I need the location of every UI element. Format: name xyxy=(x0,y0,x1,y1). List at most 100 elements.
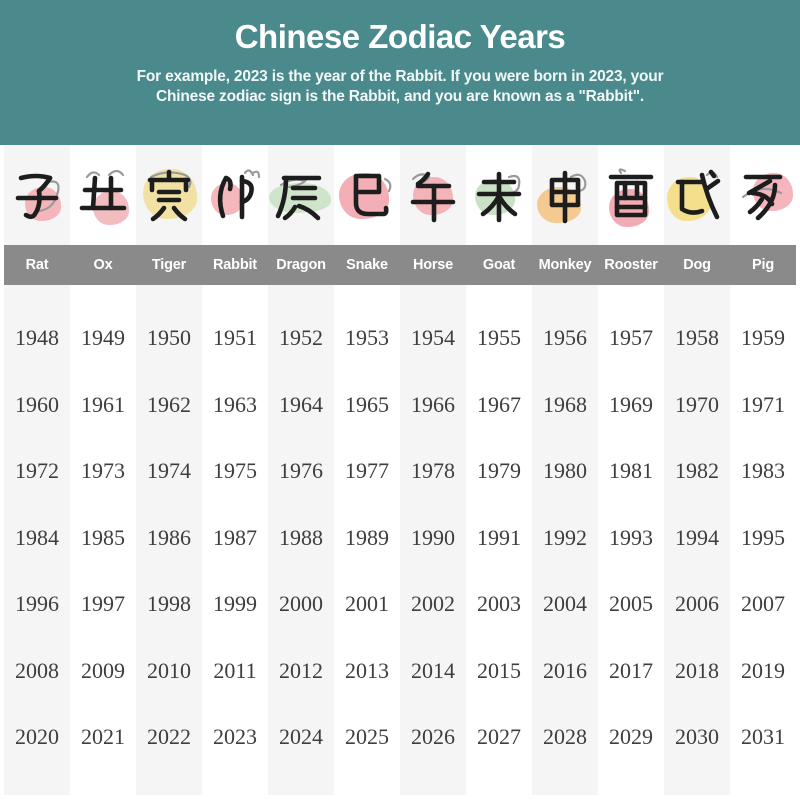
animal-name-label: Horse xyxy=(400,245,466,285)
monkey-icon xyxy=(533,165,597,229)
animal-name-label: Snake xyxy=(334,245,400,285)
year-cell: 1991 xyxy=(477,524,521,550)
year-cell: 2015 xyxy=(477,657,521,683)
zodiac-column-goat: Goat 1955 1967 1979 1991 2003 2015 2027 xyxy=(466,145,532,795)
zodiac-column-dragon: Dragon 1952 1964 1976 1988 2000 2012 2024 xyxy=(268,145,334,795)
year-cell: 2019 xyxy=(741,657,785,683)
year-cell: 2009 xyxy=(81,657,125,683)
year-cell: 1957 xyxy=(609,325,653,351)
rooster-icon xyxy=(599,165,663,229)
year-cell: 1974 xyxy=(147,458,191,484)
animal-name-label: Monkey xyxy=(532,245,598,285)
year-cell: 1956 xyxy=(543,325,587,351)
year-cell: 1986 xyxy=(147,524,191,550)
year-column: 1957 1969 1981 1993 2005 2017 2029 xyxy=(598,285,664,771)
year-cell: 1955 xyxy=(477,325,521,351)
zodiac-column-tiger: Tiger 1950 1962 1974 1986 1998 2010 2022 xyxy=(136,145,202,795)
year-cell: 2024 xyxy=(279,724,323,750)
snake-icon xyxy=(335,165,399,229)
ink-blob xyxy=(211,183,243,215)
year-cell: 1970 xyxy=(675,391,719,417)
year-cell: 2006 xyxy=(675,591,719,617)
year-column: 1951 1963 1975 1987 1999 2011 2023 xyxy=(202,285,268,771)
zodiac-column-monkey: Monkey 1956 1968 1980 1992 2004 2016 2028 xyxy=(532,145,598,795)
year-cell: 2028 xyxy=(543,724,587,750)
year-cell: 1992 xyxy=(543,524,587,550)
year-cell: 1975 xyxy=(213,458,257,484)
rat-icon xyxy=(5,165,69,229)
year-cell: 1963 xyxy=(213,391,257,417)
year-cell: 1987 xyxy=(213,524,257,550)
calligraphy-icon xyxy=(217,169,261,220)
year-cell: 2017 xyxy=(609,657,653,683)
year-column: 1952 1964 1976 1988 2000 2012 2024 xyxy=(268,285,334,771)
calligraphy-icon xyxy=(549,170,587,224)
horse-icon xyxy=(401,165,465,229)
year-cell: 1968 xyxy=(543,391,587,417)
year-cell: 2029 xyxy=(609,724,653,750)
year-cell: 2030 xyxy=(675,724,719,750)
year-cell: 1973 xyxy=(81,458,125,484)
header: Chinese Zodiac Years For example, 2023 i… xyxy=(0,0,800,145)
year-cell: 1983 xyxy=(741,458,785,484)
calligraphy-icon xyxy=(15,173,60,220)
year-cell: 1949 xyxy=(81,325,125,351)
year-cell: 1994 xyxy=(675,524,719,550)
year-cell: 1995 xyxy=(741,524,785,550)
year-cell: 1966 xyxy=(411,391,455,417)
year-cell: 1953 xyxy=(345,325,389,351)
year-cell: 2020 xyxy=(15,724,59,750)
goat-icon xyxy=(467,165,531,229)
page-title: Chinese Zodiac Years xyxy=(234,18,566,55)
zodiac-grid: Rat 1948 1960 1972 1984 1996 2008 2020 Ox 1949… xyxy=(0,145,800,800)
zodiac-column-rooster: Rooster 1957 1969 1981 1993 2005 2017 2029 xyxy=(598,145,664,795)
subtitle-line-2: Chinese zodiac sign is the Rabbit, and y… xyxy=(156,88,644,105)
year-cell: 1952 xyxy=(279,325,323,351)
year-cell: 1951 xyxy=(213,325,257,351)
calligraphy-icon xyxy=(79,169,127,211)
calligraphy-icon xyxy=(275,175,322,221)
year-cell: 2011 xyxy=(213,657,257,683)
year-cell: 1999 xyxy=(213,591,257,617)
year-cell: 2000 xyxy=(279,591,323,617)
year-cell: 2001 xyxy=(345,591,389,617)
year-cell: 2004 xyxy=(543,591,587,617)
zodiac-column-horse: Horse 1954 1966 1978 1990 2002 2014 2026 xyxy=(400,145,466,795)
year-cell: 2016 xyxy=(543,657,587,683)
calligraphy-icon xyxy=(353,173,392,217)
animal-name-label: Dog xyxy=(664,245,730,285)
year-cell: 1977 xyxy=(345,458,389,484)
year-cell: 1967 xyxy=(477,391,521,417)
zodiac-column-rat: Rat 1948 1960 1972 1984 1996 2008 2020 xyxy=(4,145,70,795)
year-column: 1954 1966 1978 1990 2002 2014 2026 xyxy=(400,285,466,771)
year-cell: 1982 xyxy=(675,458,719,484)
year-cell: 1961 xyxy=(81,391,125,417)
subtitle: For example, 2023 is the year of the Rab… xyxy=(0,67,800,107)
year-cell: 1960 xyxy=(15,391,59,417)
year-cell: 1998 xyxy=(147,591,191,617)
year-cell: 1962 xyxy=(147,391,191,417)
year-cell: 1996 xyxy=(15,591,59,617)
year-cell: 2023 xyxy=(213,724,257,750)
year-cell: 1989 xyxy=(345,524,389,550)
year-cell: 2003 xyxy=(477,591,521,617)
year-cell: 1984 xyxy=(15,524,59,550)
pig-icon xyxy=(731,165,795,229)
zodiac-column-snake: Snake 1953 1965 1977 1989 2001 2013 2025 xyxy=(334,145,400,795)
year-cell: 1965 xyxy=(345,391,389,417)
calligraphy-icon xyxy=(741,174,783,221)
calligraphy-icon xyxy=(410,171,456,223)
zodiac-column-pig: Pig 1959 1971 1983 1995 2007 2019 2031 xyxy=(730,145,796,795)
tiger-icon xyxy=(137,165,201,229)
year-cell: 1993 xyxy=(609,524,653,550)
year-column: 1955 1967 1979 1991 2003 2015 2027 xyxy=(466,285,532,771)
calligraphy-icon xyxy=(476,171,522,223)
calligraphy-icon xyxy=(147,169,192,222)
year-cell: 2022 xyxy=(147,724,191,750)
year-cell: 1997 xyxy=(81,591,125,617)
dragon-icon xyxy=(269,165,333,229)
year-cell: 2013 xyxy=(345,657,389,683)
year-cell: 1978 xyxy=(411,458,455,484)
year-cell: 1959 xyxy=(741,325,785,351)
